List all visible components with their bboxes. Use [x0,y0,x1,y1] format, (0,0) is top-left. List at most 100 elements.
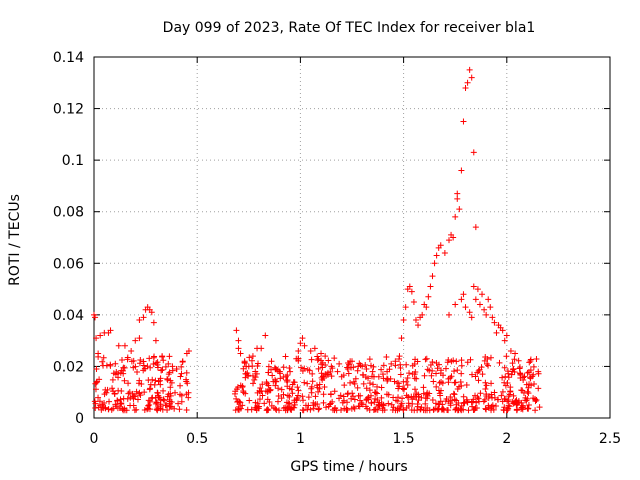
data-point [232,388,239,395]
data-point [404,382,411,389]
data-point [150,361,157,368]
data-point [383,353,390,360]
x-tick-label: 1 [296,431,305,447]
data-point [421,372,428,379]
data-point [501,337,508,344]
data-point [91,311,97,318]
data-point [429,358,436,365]
data-point [520,390,527,397]
data-point [464,79,471,86]
data-point [348,395,355,402]
data-point [141,389,148,396]
data-point [169,363,176,370]
data-point [399,395,406,402]
data-point [264,388,271,395]
data-point [472,296,479,303]
data-point [489,314,496,321]
data-point [140,367,147,374]
data-point [410,393,417,400]
data-point [355,403,362,410]
data-point [491,394,498,401]
data-point [286,365,293,372]
data-point [157,403,164,410]
data-point [400,317,407,324]
data-point [364,405,371,412]
data-point [183,369,190,376]
data-point [150,319,157,326]
data-point [496,359,503,366]
data-point [294,384,301,391]
data-point [436,390,443,397]
data-point [99,403,106,410]
data-point [466,66,473,73]
data-point [232,407,239,414]
data-point [460,291,467,298]
data-point [315,365,322,372]
y-tick-label: 0.06 [53,256,84,272]
data-point [363,397,370,404]
data-point [112,360,119,367]
data-point [379,405,386,412]
data-point [498,392,505,399]
data-point [140,358,147,365]
data-point [179,358,186,365]
data-point [245,363,252,370]
data-point [236,398,243,405]
data-point [368,373,375,380]
data-point [309,378,316,385]
data-point [297,340,304,347]
data-point [418,404,425,411]
data-point [263,407,270,414]
data-point [242,374,249,381]
x-axis-label: GPS time / hours [290,459,407,475]
data-point [282,373,289,380]
data-point [446,237,453,244]
data-point [509,360,516,367]
data-point [433,359,440,366]
data-point [316,385,323,392]
data-point [118,387,125,394]
data-point [433,383,440,390]
data-point [121,342,128,349]
data-point [246,354,253,361]
data-point [350,378,357,385]
data-point [152,400,159,407]
data-point [450,390,457,397]
data-point [453,397,460,404]
data-point [141,407,148,414]
data-point [327,368,334,375]
data-point [101,400,108,407]
data-point [258,345,265,352]
data-point [442,365,449,372]
data-point [423,391,430,398]
data-point [161,397,168,404]
data-point [477,390,484,397]
data-point [410,298,417,305]
data-point [515,357,522,364]
data-point [299,368,306,375]
data-point [351,405,358,412]
data-point [501,364,508,371]
data-point [472,392,479,399]
data-point [363,366,370,373]
data-point [506,391,513,398]
data-point [253,404,260,411]
data-point [481,306,488,313]
data-point [352,375,359,382]
data-point [240,389,247,396]
data-point [315,406,322,413]
data-point [308,356,315,363]
data-point [485,402,492,409]
x-tick-label: 0.5 [186,431,208,447]
data-point [392,407,399,414]
data-point [454,190,461,197]
data-point [308,385,315,392]
data-point [512,350,519,357]
data-point [322,353,329,360]
data-point [252,374,259,381]
data-point [476,301,483,308]
data-point [530,371,537,378]
data-point [147,364,154,371]
data-point [154,405,161,412]
data-point [369,368,376,375]
